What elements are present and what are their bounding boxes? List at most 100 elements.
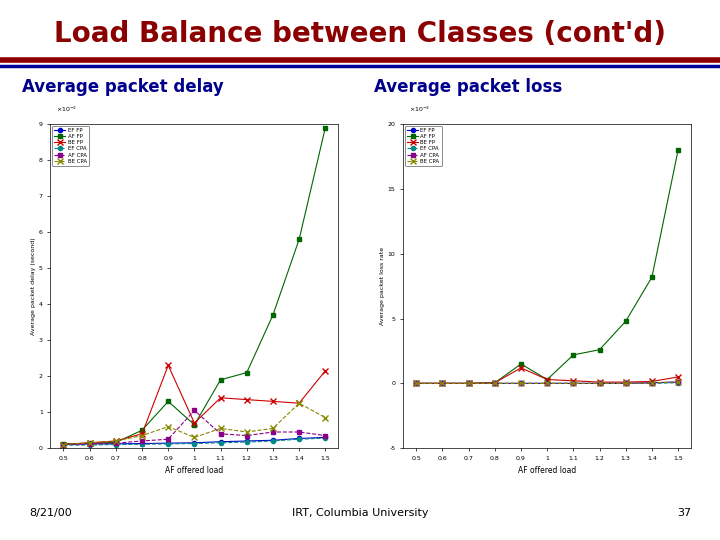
EF CPA [490, 380, 499, 387]
BE CPA [490, 380, 499, 387]
EF FP [621, 380, 630, 387]
EF FP [243, 438, 251, 444]
AF FP [621, 318, 630, 325]
BE FP [269, 398, 277, 404]
Line: EF FP: EF FP [414, 380, 680, 386]
Legend: EF FP, AF FP, BE FP, EF CPA, AF CPA, BE CPA: EF FP, AF FP, BE FP, EF CPA, AF CPA, BE … [405, 126, 442, 166]
Line: AF CPA: AF CPA [61, 408, 328, 447]
BE FP [190, 420, 199, 426]
AF CPA [138, 438, 146, 444]
EF CPA [517, 380, 526, 387]
EF FP [294, 435, 303, 442]
EF FP [674, 379, 683, 386]
AF FP [138, 427, 146, 434]
Legend: EF FP, AF FP, BE FP, EF CPA, AF CPA, BE CPA: EF FP, AF FP, BE FP, EF CPA, AF CPA, BE … [52, 126, 89, 166]
EF CPA [321, 435, 330, 441]
EF FP [321, 434, 330, 441]
EF FP [543, 380, 552, 387]
AF FP [190, 422, 199, 428]
EF CPA [112, 441, 120, 448]
EF FP [164, 440, 173, 447]
Line: AF FP: AF FP [61, 126, 328, 446]
EF CPA [438, 380, 447, 387]
BE FP [543, 376, 552, 383]
AF FP [543, 376, 552, 383]
AF CPA [595, 380, 604, 387]
BE CPA [294, 400, 303, 407]
BE CPA [59, 441, 68, 448]
BE FP [59, 441, 68, 448]
Text: 37: 37 [677, 508, 691, 518]
EF CPA [86, 442, 94, 448]
AF FP [86, 440, 94, 447]
BE FP [674, 374, 683, 380]
EF FP [569, 380, 577, 387]
EF FP [647, 380, 656, 386]
Line: AF CPA: AF CPA [414, 380, 680, 386]
AF FP [464, 380, 473, 387]
BE CPA [464, 380, 473, 387]
Line: EF CPA: EF CPA [414, 381, 680, 386]
AF CPA [269, 429, 277, 435]
X-axis label: AF offered load: AF offered load [518, 467, 576, 475]
BE FP [164, 362, 173, 369]
EF FP [438, 380, 447, 387]
AF CPA [216, 430, 225, 437]
Text: Load Balance between Classes (cont'd): Load Balance between Classes (cont'd) [54, 19, 666, 48]
BE CPA [269, 425, 277, 431]
BE CPA [647, 380, 656, 386]
BE FP [86, 440, 94, 446]
Line: AF FP: AF FP [414, 148, 680, 386]
EF CPA [595, 380, 604, 387]
AF CPA [321, 433, 330, 439]
AF CPA [647, 380, 656, 386]
AF CPA [464, 380, 473, 387]
BE CPA [569, 380, 577, 387]
AF CPA [190, 407, 199, 414]
EF FP [216, 438, 225, 445]
AF FP [674, 147, 683, 153]
BE FP [490, 380, 499, 386]
BE CPA [412, 380, 420, 387]
BE FP [294, 400, 303, 407]
AF FP [569, 352, 577, 358]
EF FP [517, 380, 526, 387]
AF CPA [517, 380, 526, 387]
BE FP [647, 378, 656, 384]
AF FP [412, 380, 420, 387]
BE FP [621, 379, 630, 386]
BE FP [216, 395, 225, 401]
Line: EF CPA: EF CPA [61, 436, 328, 448]
BE CPA [86, 440, 94, 446]
Text: $\times 10^{-3}$: $\times 10^{-3}$ [409, 105, 431, 114]
AF CPA [294, 429, 303, 435]
AF CPA [86, 441, 94, 447]
BE CPA [595, 380, 604, 387]
EF CPA [621, 380, 630, 387]
BE FP [438, 380, 447, 387]
BE CPA [216, 425, 225, 431]
BE CPA [243, 429, 251, 435]
EF CPA [164, 441, 173, 447]
EF CPA [647, 380, 656, 387]
AF FP [164, 398, 173, 404]
EF CPA [464, 380, 473, 387]
Line: BE FP: BE FP [413, 365, 681, 386]
BE CPA [164, 423, 173, 430]
AF CPA [412, 380, 420, 387]
EF CPA [294, 436, 303, 442]
EF FP [59, 441, 68, 448]
AF CPA [438, 380, 447, 387]
AF CPA [490, 380, 499, 387]
AF FP [216, 376, 225, 383]
BE CPA [621, 380, 630, 387]
Y-axis label: Average packet delay (second): Average packet delay (second) [31, 238, 36, 335]
AF FP [112, 439, 120, 446]
BE FP [243, 396, 251, 403]
EF CPA [243, 439, 251, 446]
EF FP [595, 380, 604, 387]
BE CPA [190, 434, 199, 441]
AF FP [647, 274, 656, 280]
AF FP [321, 125, 330, 131]
BE FP [412, 380, 420, 387]
